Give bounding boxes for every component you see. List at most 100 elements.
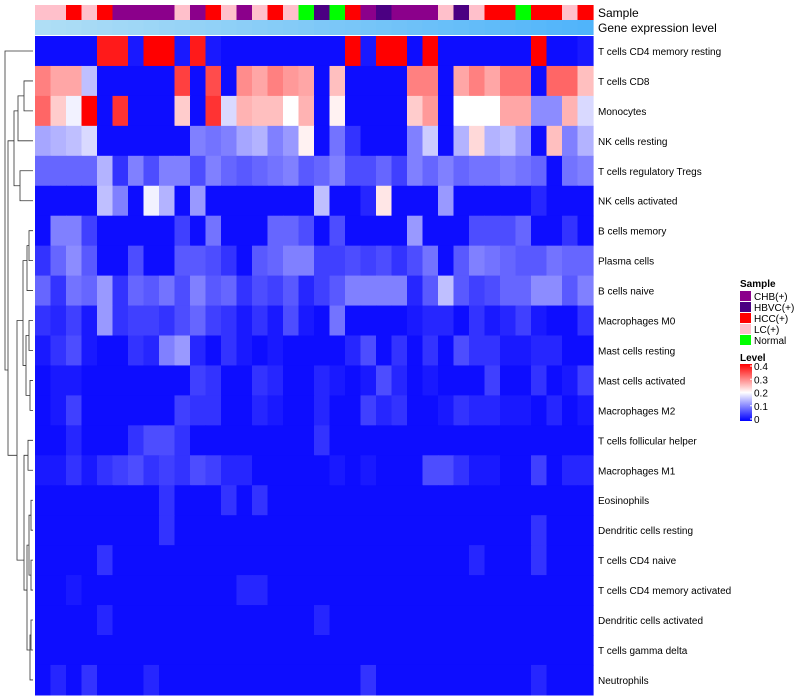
heatmap-cell <box>360 485 377 516</box>
heatmap-cell <box>267 605 284 636</box>
heatmap-cell <box>500 545 517 576</box>
heatmap-cell <box>221 635 238 666</box>
heatmap-cell <box>345 275 362 307</box>
heatmap-cell <box>329 275 346 307</box>
sample-track-cell <box>314 5 331 20</box>
heatmap-cell <box>453 545 470 576</box>
heatmap-cell <box>314 395 331 426</box>
heatmap-cell <box>531 305 548 337</box>
heatmap-cell <box>205 635 222 666</box>
heatmap-cell <box>500 485 517 516</box>
heatmap-cell <box>97 95 114 127</box>
heatmap-cell <box>345 155 362 187</box>
heatmap-cell <box>453 125 470 157</box>
sample-track-cell <box>422 5 439 20</box>
heatmap-cell <box>81 605 98 636</box>
heatmap-cell <box>546 245 563 277</box>
heatmap-cell <box>546 545 563 576</box>
heatmap-cell <box>81 395 98 426</box>
heatmap-cell <box>205 545 222 576</box>
sample-track-cell <box>236 5 253 20</box>
heatmap-cell <box>515 245 532 277</box>
heatmap-cell <box>66 305 83 337</box>
heatmap-cell <box>128 575 145 606</box>
heatmap-cell <box>546 215 563 247</box>
heatmap-cell <box>112 215 129 247</box>
heatmap-cell <box>267 545 284 576</box>
heatmap-cell <box>221 605 238 636</box>
heatmap-cell <box>236 485 253 516</box>
heatmap-cell <box>283 575 300 606</box>
heatmap-cell <box>128 455 145 486</box>
heatmap-cell <box>546 155 563 187</box>
heatmap-cell <box>391 455 408 486</box>
heatmap-cell <box>360 425 377 456</box>
heatmap-cell <box>345 95 362 127</box>
heatmap-cell <box>205 95 222 127</box>
heatmap-cell <box>190 515 207 546</box>
heatmap-cell <box>422 455 439 486</box>
heatmap-cell <box>422 335 439 367</box>
heatmap-cell <box>66 275 83 307</box>
heatmap-cell <box>267 65 284 97</box>
heatmap-cell <box>190 545 207 576</box>
heatmap-cell <box>128 395 145 426</box>
heatmap-cell <box>35 485 52 516</box>
legend-swatch <box>740 335 751 345</box>
heatmap-cell <box>236 664 253 696</box>
heatmap-cell <box>438 485 455 516</box>
sample-track-cell <box>345 5 362 20</box>
heatmap-cell <box>376 515 393 546</box>
heatmap-cell <box>143 155 160 187</box>
heatmap-cell <box>190 36 207 67</box>
heatmap-cell <box>112 485 129 516</box>
row-label: Mast cells activated <box>598 376 685 387</box>
heatmap-cell <box>345 455 362 486</box>
heatmap-cell <box>112 36 129 67</box>
heatmap-cell <box>236 335 253 367</box>
heatmap-cell <box>329 185 346 217</box>
heatmap-cell <box>345 664 362 696</box>
heatmap-cell <box>376 545 393 576</box>
heatmap-cell <box>221 425 238 456</box>
heatmap-cell <box>66 664 83 696</box>
legend-label-sample: HBVC(+) <box>754 303 794 314</box>
heatmap-cell <box>143 36 160 67</box>
heatmap-cell <box>252 515 269 546</box>
legend-swatch <box>740 324 751 334</box>
legend-swatch <box>740 302 751 312</box>
heatmap-cell <box>205 395 222 426</box>
heatmap-cell <box>360 575 377 606</box>
heatmap-cell <box>97 515 114 546</box>
sample-track-cell <box>329 5 346 20</box>
heatmap-cell <box>484 305 501 337</box>
heatmap-cell <box>50 275 67 307</box>
heatmap-cell <box>484 155 501 187</box>
heatmap-cell <box>50 335 67 367</box>
heatmap-cell <box>205 185 222 217</box>
heatmap-cell <box>221 575 238 606</box>
heatmap-cell <box>329 125 346 157</box>
heatmap-cell <box>159 275 176 307</box>
heatmap-cell <box>484 215 501 247</box>
legend-title-sample: Sample <box>740 279 776 290</box>
heatmap-cell <box>221 485 238 516</box>
heatmap-cell <box>205 425 222 456</box>
heatmap-cell <box>35 605 52 636</box>
heatmap-cell <box>422 185 439 217</box>
heatmap-cell <box>252 545 269 576</box>
heatmap-cell <box>391 245 408 277</box>
heatmap-cell <box>66 605 83 636</box>
gene-level-track-cell <box>143 20 160 35</box>
row-label: B cells naive <box>598 287 655 298</box>
heatmap-cell <box>112 95 129 127</box>
heatmap-cell <box>205 275 222 307</box>
gene-level-track-cell <box>205 20 222 35</box>
legend-label-sample: LC(+) <box>754 325 779 336</box>
heatmap-cell <box>252 455 269 486</box>
heatmap-cell <box>562 545 579 576</box>
heatmap-cell <box>221 65 238 97</box>
heatmap-cell <box>469 155 486 187</box>
heatmap-cell <box>252 305 269 337</box>
heatmap-cell <box>360 245 377 277</box>
